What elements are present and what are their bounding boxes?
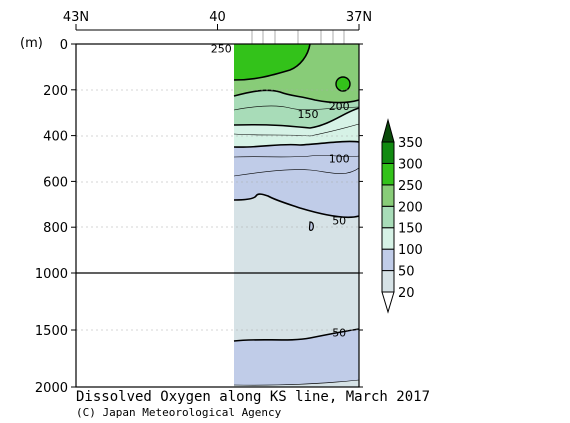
depth-grid [76, 89, 359, 331]
deep-50-region [234, 329, 359, 386]
colorbar-tick-label: 300 [398, 157, 423, 172]
colorbar-segment [381, 205, 395, 229]
contour-label: 50 [332, 326, 346, 339]
plot-frame [75, 43, 360, 388]
contour-50-deep [233, 328, 360, 342]
colorbar-segment [381, 162, 395, 186]
high-oxygen-patch [335, 76, 351, 92]
contour-label: 50 [332, 214, 346, 227]
colorbar-segment [381, 141, 395, 164]
colorbar-segment [381, 184, 395, 207]
colorbar-segment [381, 270, 395, 293]
y-axis-label: (m) [20, 36, 43, 51]
chart-title: Dissolved Oxygen along KS line, March 20… [76, 389, 431, 405]
colorbar-tick-label: 350 [398, 136, 423, 151]
y-tick-label: 400 [43, 130, 68, 145]
y-tick-label: 2000 [35, 381, 68, 396]
colorbar-min-arrow [381, 291, 395, 314]
y-tick-label: 600 [43, 175, 68, 190]
contour-50 [233, 193, 360, 219]
contour-label: 200 [329, 100, 350, 113]
colorbar-segment [381, 248, 395, 272]
contour-label: 100 [329, 153, 350, 166]
contour-200 [233, 89, 360, 104]
upper-section [233, 43, 360, 273]
y-tick-label: 200 [43, 84, 68, 99]
y-tick-label: 1000 [35, 267, 68, 282]
colorbar-tick-label: 150 [398, 222, 423, 237]
contour-100 [233, 140, 360, 148]
x-tick-label: 43N [63, 10, 89, 25]
lat-grid [251, 30, 345, 44]
y-tick-label: 0 [60, 38, 68, 53]
x-tick-label: 37N [346, 10, 372, 25]
colorbar-tick-label: 250 [398, 179, 423, 194]
colorbar-tick-label: 20 [398, 286, 415, 301]
chart-credit: (C) Japan Meteorological Agency [76, 406, 282, 419]
colorbar-tick-label: 50 [398, 265, 415, 280]
y-tick-label: 800 [43, 221, 68, 236]
colorbar-segment [381, 227, 395, 250]
contour-label: 250 [211, 43, 232, 56]
x-tick-label: 40 [209, 10, 226, 25]
contour-250 [233, 43, 311, 81]
colorbar-max-arrow [381, 118, 395, 143]
colorbar-tick-label: 100 [398, 243, 423, 258]
y-tick-label: 1500 [35, 324, 68, 339]
contour-label: 150 [298, 108, 319, 121]
colorbar-tick-label: 200 [398, 200, 423, 215]
contour-150 [233, 107, 360, 129]
